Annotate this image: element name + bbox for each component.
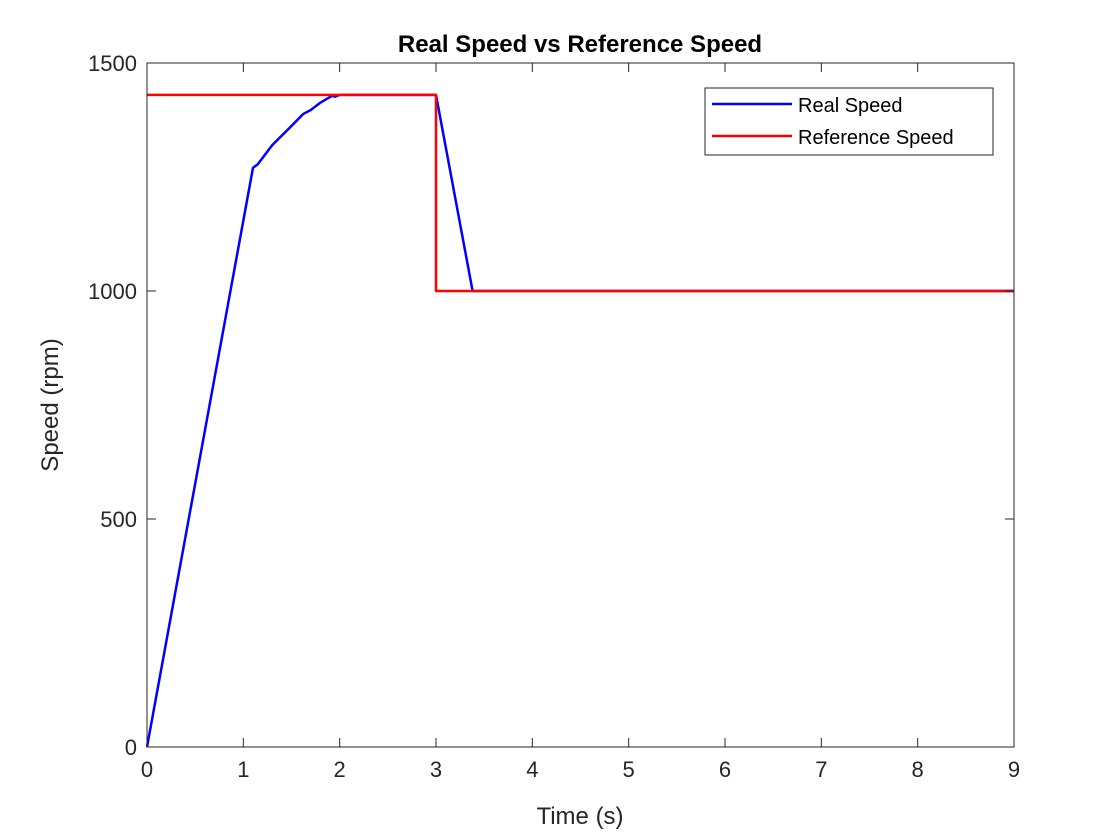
x-tick-label: 9 [1008,757,1020,782]
legend-label-reference-speed: Reference Speed [798,127,954,149]
x-tick-label: 7 [815,757,827,782]
y-tick-label: 0 [125,735,137,760]
legend: Real Speed Reference Speed [704,87,994,156]
y-tick-label: 1000 [88,279,137,304]
x-tick-label: 3 [430,757,442,782]
series-line-reference-speed [147,93,1014,293]
axis-ticks [146,62,1015,748]
x-tick-label: 8 [912,757,924,782]
x-tick-label: 5 [623,757,635,782]
axis-tick-labels: 0 1 2 3 4 5 6 7 8 9 0 500 1000 1500 [88,51,1020,782]
chart-title: Real Speed vs Reference Speed [398,31,762,58]
axes-background [147,63,1014,747]
legend-label-real-speed: Real Speed [798,95,903,117]
y-tick-label: 500 [100,507,137,532]
x-axis-label: Time (s) [536,803,623,830]
axes-box [146,62,1015,748]
x-tick-label: 6 [719,757,731,782]
x-tick-label: 4 [526,757,538,782]
plot-lines [145,93,1014,748]
legend-box [704,87,994,156]
x-tick-label: 0 [141,757,153,782]
y-tick-label: 1500 [88,51,137,76]
x-tick-label: 1 [237,757,249,782]
y-axis-label: Speed (rpm) [37,338,64,471]
series-line-real-speed [145,93,1014,748]
x-tick-label: 2 [334,757,346,782]
